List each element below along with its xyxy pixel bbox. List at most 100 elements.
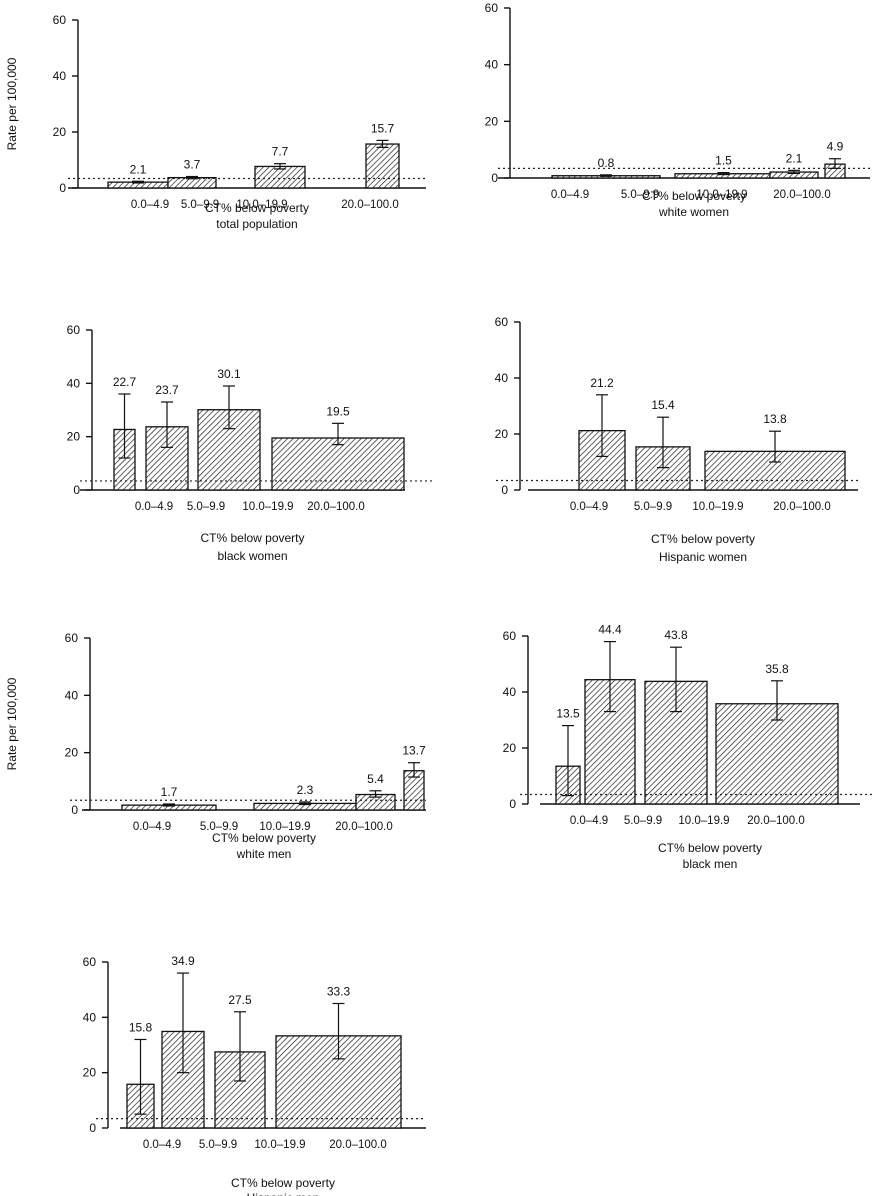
x-category-label: 5.0–9.9 [200, 821, 238, 833]
panel-subtitle: Hispanic women [659, 550, 747, 564]
x-axis-title: CT% below poverty [642, 189, 746, 203]
y-axis-title: Rate per 100,000 [5, 57, 19, 150]
value-label: 13.7 [402, 744, 426, 758]
x-category-label: 10.0–19.9 [236, 199, 287, 211]
bar [254, 165, 306, 189]
chart-black-women: 0 20 40 60 22.7 23.7 30.1 19.5 0.0–4.9 5.0–9.9 10.… [67, 323, 432, 563]
y-tick-label: 0 [501, 483, 508, 497]
y-tick-label: 0 [73, 483, 80, 497]
y-tick-label: 0 [59, 181, 66, 195]
y-tick-label: 40 [495, 371, 509, 385]
chart-total-population: 0 20 40 60 2.1 3.7 7.7 15.7 0.0–4.9 5.0–9.9 10.0–1… [5, 13, 426, 231]
y-tick-label: 0 [71, 803, 78, 817]
value-label: 2.3 [297, 783, 314, 797]
x-category-label: 0.0–4.9 [133, 821, 171, 833]
x-category-label: 20.0–100.0 [773, 189, 831, 201]
y-tick-label: 40 [503, 685, 517, 699]
x-category-label: 5.0–9.9 [187, 501, 225, 513]
value-label: 15.8 [129, 1020, 153, 1034]
y-tick-label: 60 [485, 1, 499, 15]
y-tick-label: 20 [503, 741, 517, 755]
panel-subtitle: black men [683, 857, 738, 871]
value-label: 4.9 [827, 140, 844, 154]
x-category-label: 10.0–19.9 [242, 501, 293, 513]
value-label: 15.7 [371, 121, 395, 135]
y-tick-label: 60 [53, 13, 67, 27]
x-category-label: 10.0–19.9 [254, 1139, 305, 1151]
chart-black-men: 0 20 40 60 13.5 44.4 43.8 35.8 0.0–4.9 5.0–9.9 10.… [503, 623, 872, 871]
chart-hispanic-women: 0 20 40 60 21.2 15.4 13.8 0.0–4.9 5.0–9.9 10.0–19… [495, 315, 858, 564]
x-axis-title: CT% below poverty [200, 531, 304, 545]
value-label: 0.8 [598, 156, 615, 170]
value-label: 3.7 [184, 158, 201, 172]
y-tick-label: 40 [485, 58, 499, 72]
y-tick-label: 60 [503, 629, 517, 643]
y-tick-label: 40 [53, 69, 67, 83]
y-tick-label: 20 [65, 746, 79, 760]
x-axis-title: CT% below poverty [658, 841, 762, 855]
x-category-label: 20.0–100.0 [773, 501, 831, 513]
y-axis-title: Rate per 100,000 [5, 677, 19, 770]
x-axis-title: CT% below poverty [212, 831, 316, 845]
panel-subtitle: white women [658, 205, 729, 219]
x-category-label: 20.0–100.0 [747, 815, 805, 827]
x-category-label: 5.0–9.9 [621, 189, 659, 201]
x-category-label: 20.0–100.0 [341, 199, 399, 211]
x-category-label: 10.0–19.9 [259, 821, 310, 833]
x-category-label: 0.0–4.9 [570, 501, 608, 513]
y-tick-label: 0 [491, 171, 498, 185]
y-tick-label: 60 [495, 315, 509, 329]
value-label: 19.5 [326, 404, 350, 418]
y-tick-label: 40 [83, 1010, 97, 1024]
y-tick-label: 0 [89, 1121, 96, 1135]
chart-white-men: 0 20 40 60 1.7 2.3 5.4 13.7 0.0–4.9 5.0–9.9 10.0–1… [5, 631, 426, 861]
value-label: 43.8 [664, 628, 688, 642]
value-label: 22.7 [113, 375, 137, 389]
y-tick-label: 20 [67, 430, 81, 444]
value-label: 23.7 [155, 383, 179, 397]
x-category-label: 10.0–19.9 [696, 189, 747, 201]
y-tick-label: 20 [83, 1066, 97, 1080]
value-label: 2.1 [786, 151, 803, 165]
value-label: 7.7 [272, 145, 289, 159]
x-category-label: 5.0–9.9 [181, 199, 219, 211]
y-tick-label: 60 [83, 955, 97, 969]
x-category-label: 10.0–19.9 [678, 815, 729, 827]
x-category-label: 0.0–4.9 [143, 1139, 181, 1151]
value-label: 5.4 [367, 772, 384, 786]
y-tick-label: 20 [495, 427, 509, 441]
panel-subtitle: black women [217, 549, 287, 563]
x-axis-title: CT% below poverty [231, 1176, 335, 1190]
y-tick-label: 40 [65, 688, 79, 702]
value-label: 35.8 [765, 662, 789, 676]
panel-subtitle: total population [216, 217, 297, 231]
x-category-label: 5.0–9.9 [634, 501, 672, 513]
x-category-label: 20.0–100.0 [335, 821, 393, 833]
bar [271, 437, 405, 491]
value-label: 1.5 [715, 154, 732, 168]
value-label: 21.2 [590, 376, 614, 390]
value-label: 15.4 [651, 398, 675, 412]
x-axis-title: CT% below poverty [205, 201, 309, 215]
value-label: 13.8 [763, 412, 787, 426]
value-label: 44.4 [598, 623, 622, 637]
x-category-label: 5.0–9.9 [199, 1139, 237, 1151]
value-label: 27.5 [228, 993, 252, 1007]
y-tick-label: 40 [67, 376, 81, 390]
value-label: 2.1 [130, 162, 147, 176]
bar [365, 143, 400, 189]
x-category-label: 5.0–9.9 [624, 815, 662, 827]
x-category-label: 10.0–19.9 [692, 501, 743, 513]
y-tick-label: 20 [485, 114, 499, 128]
x-category-label: 0.0–4.9 [570, 815, 608, 827]
x-category-label: 0.0–4.9 [131, 199, 169, 211]
panel-subtitle: Hispanic men [247, 1191, 320, 1196]
y-tick-label: 0 [509, 797, 516, 811]
value-label: 30.1 [217, 367, 241, 381]
y-tick-label: 20 [53, 125, 67, 139]
x-category-label: 0.0–4.9 [135, 501, 173, 513]
x-category-label: 20.0–100.0 [329, 1139, 387, 1151]
x-category-label: 0.0–4.9 [551, 189, 589, 201]
x-axis-title: CT% below poverty [651, 532, 755, 546]
value-label: 1.7 [161, 785, 178, 799]
